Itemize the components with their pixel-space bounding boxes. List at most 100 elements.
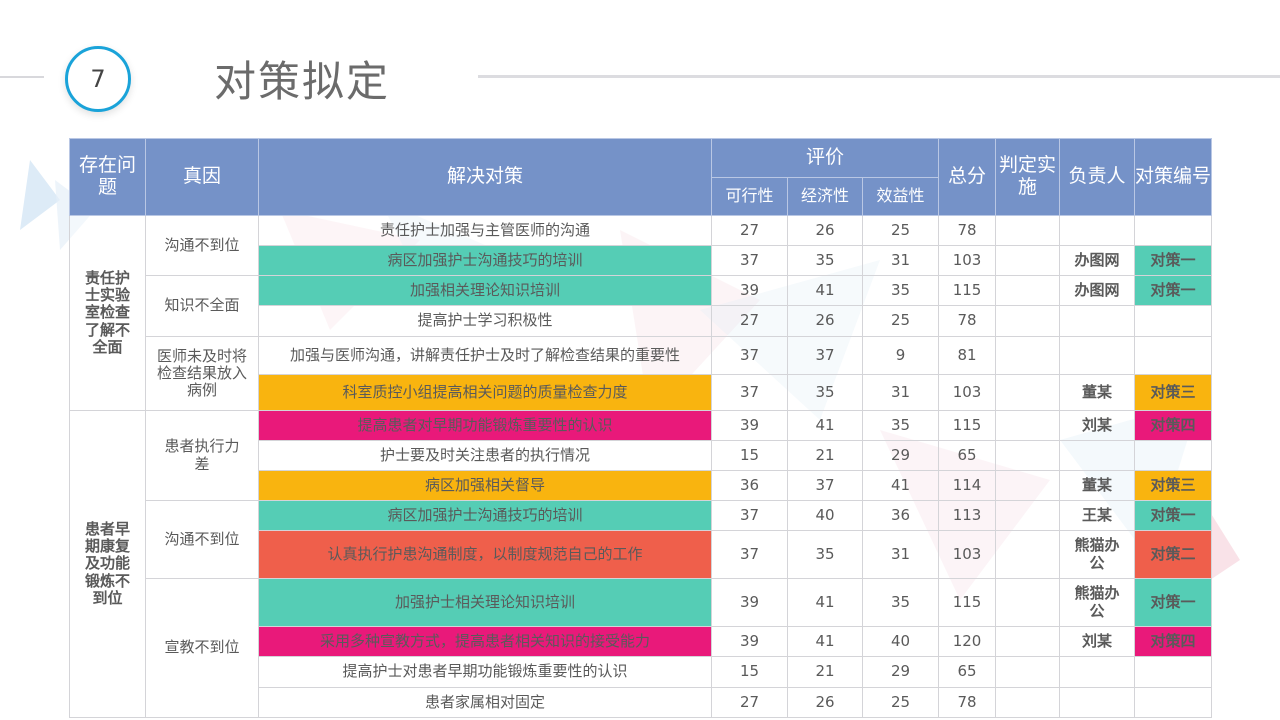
decision-cell (995, 578, 1061, 627)
benefit-cell: 25 (861, 215, 940, 246)
table-row: 医师未及时将检查结果放入病例 加强与医师沟通，讲解责任护士及时了解检查结果的重要… (70, 336, 1213, 411)
total-cell: 115 (938, 275, 997, 306)
total-cell: 78 (938, 305, 997, 337)
header-solution: 解决对策 (258, 138, 712, 216)
owner-cell: 熊猫办公 (1059, 530, 1136, 579)
table-row: 宣教不到位 加强护士相关理论知识培训 39 41 35 115 熊猫办公 对策一 (70, 578, 1213, 718)
code-cell (1134, 305, 1213, 337)
issue-cell: 患者早期康复及功能锻炼不到位 (69, 410, 146, 718)
decision-cell (995, 530, 1061, 579)
total-cell: 115 (938, 410, 997, 441)
section-number-badge: 7 (65, 46, 131, 112)
economy-cell: 41 (787, 275, 863, 306)
owner-cell: 董某 (1059, 470, 1136, 501)
owner-cell (1059, 215, 1136, 246)
benefit-cell: 35 (861, 578, 940, 627)
table-row: 提高护士学习积极性 27 26 25 78 (70, 305, 1213, 337)
feasibility-cell: 37 (711, 336, 788, 375)
owner-cell: 办图网 (1059, 275, 1136, 306)
table-row: 科室质控小组提高相关问题的质量检查力度 37 35 31 103 董某 对策三 (70, 374, 1213, 411)
cause-cell: 患者执行力差 (145, 410, 259, 501)
owner-cell: 熊猫办公 (1059, 578, 1136, 627)
cause-cell: 沟通不到位 (145, 215, 259, 276)
header-cause: 真因 (145, 138, 259, 216)
feasibility-cell: 39 (711, 410, 788, 441)
economy-cell: 40 (787, 500, 863, 531)
benefit-cell: 31 (861, 374, 940, 411)
issue-cell: 责任护士实验室检查了解不全面 (69, 215, 146, 411)
benefit-cell: 9 (861, 336, 940, 375)
code-cell (1134, 656, 1213, 688)
cause-cell: 沟通不到位 (145, 500, 259, 579)
owner-cell: 刘某 (1059, 626, 1136, 657)
feasibility-cell: 39 (711, 578, 788, 627)
header-total: 总分 (938, 138, 997, 216)
benefit-cell: 35 (861, 275, 940, 306)
total-cell: 65 (938, 656, 997, 688)
benefit-cell: 31 (861, 530, 940, 579)
code-cell (1134, 687, 1213, 718)
decision-cell (995, 215, 1061, 246)
feasibility-cell: 27 (711, 215, 788, 246)
code-cell: 对策一 (1134, 500, 1213, 531)
solution-cell: 护士要及时关注患者的执行情况 (258, 440, 712, 471)
economy-cell: 41 (787, 410, 863, 441)
economy-cell: 37 (787, 336, 863, 375)
header-evaluation: 评价 (710, 138, 940, 178)
total-cell: 81 (938, 336, 997, 375)
solution-cell: 病区加强护士沟通技巧的培训 (258, 500, 712, 531)
economy-cell: 21 (787, 440, 863, 471)
header-issue: 存在问题 (69, 138, 146, 216)
header-feasibility: 可行性 (711, 177, 788, 216)
feasibility-cell: 37 (711, 245, 788, 276)
economy-cell: 41 (787, 578, 863, 627)
solution-cell: 加强护士相关理论知识培训 (258, 578, 712, 627)
decision-cell (995, 374, 1061, 411)
table-row: 沟通不到位 病区加强护士沟通技巧的培训 37 40 36 113 王某 对策一 (70, 500, 1213, 579)
decision-cell (995, 410, 1061, 441)
cause-cell: 医师未及时将检查结果放入病例 (145, 336, 259, 411)
decision-cell (995, 245, 1061, 276)
solution-cell: 认真执行护患沟通制度，以制度规范自己的工作 (258, 530, 712, 579)
code-cell: 对策一 (1134, 275, 1213, 306)
total-cell: 78 (938, 687, 997, 718)
table-row: 采用多种宣教方式，提高患者相关知识的接受能力 39 41 40 120 刘某 对… (70, 626, 1213, 657)
feasibility-cell: 37 (711, 530, 788, 579)
table-row: 提高护士对患者早期功能锻炼重要性的认识 15 21 29 65 (70, 656, 1213, 688)
feasibility-cell: 15 (711, 440, 788, 471)
decision-cell (995, 470, 1061, 501)
table-row: 患者家属相对固定 27 26 25 78 (70, 687, 1213, 718)
economy-cell: 21 (787, 656, 863, 688)
total-cell: 103 (938, 374, 997, 411)
code-cell: 对策四 (1134, 626, 1213, 657)
table-row: 病区加强护士沟通技巧的培训 37 35 31 103 办图网 对策一 (70, 245, 1213, 276)
solution-cell: 采用多种宣教方式，提高患者相关知识的接受能力 (258, 626, 712, 657)
total-cell: 78 (938, 215, 997, 246)
solution-cell: 加强相关理论知识培训 (258, 275, 712, 306)
economy-cell: 35 (787, 530, 863, 579)
code-cell: 对策一 (1134, 578, 1213, 627)
owner-cell (1059, 336, 1136, 375)
solution-cell: 患者家属相对固定 (258, 687, 712, 718)
feasibility-cell: 39 (711, 626, 788, 657)
code-cell (1134, 336, 1213, 375)
total-cell: 103 (938, 530, 997, 579)
decision-cell (995, 336, 1061, 375)
code-cell: 对策四 (1134, 410, 1213, 441)
benefit-cell: 40 (861, 626, 940, 657)
header-line-left (0, 76, 44, 78)
total-cell: 103 (938, 245, 997, 276)
benefit-cell: 36 (861, 500, 940, 531)
code-cell: 对策三 (1134, 470, 1213, 501)
owner-cell: 刘某 (1059, 410, 1136, 441)
owner-cell (1059, 440, 1136, 471)
owner-cell (1059, 656, 1136, 688)
table-row: 认真执行护患沟通制度，以制度规范自己的工作 37 35 31 103 熊猫办公 … (70, 530, 1213, 579)
table-row: 护士要及时关注患者的执行情况 15 21 29 65 (70, 440, 1213, 471)
economy-cell: 37 (787, 470, 863, 501)
owner-cell: 董某 (1059, 374, 1136, 411)
benefit-cell: 29 (861, 656, 940, 688)
code-cell: 对策二 (1134, 530, 1213, 579)
header-code: 对策编号 (1134, 138, 1213, 216)
benefit-cell: 31 (861, 245, 940, 276)
